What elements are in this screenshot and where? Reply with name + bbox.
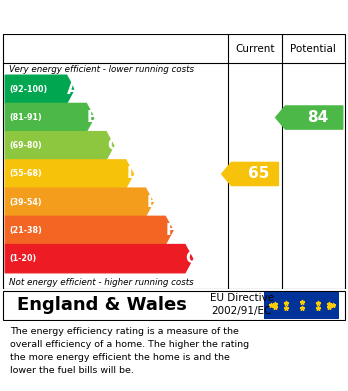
Text: Energy Efficiency Rating: Energy Efficiency Rating [60, 8, 288, 26]
Text: (69-80): (69-80) [9, 141, 42, 150]
Text: E: E [146, 195, 157, 210]
Text: Potential: Potential [290, 44, 336, 54]
Bar [264, 292, 339, 319]
Text: (55-68): (55-68) [9, 169, 42, 178]
Text: 65: 65 [248, 167, 269, 181]
Polygon shape [222, 162, 278, 186]
Text: EU Directive
2002/91/EC: EU Directive 2002/91/EC [210, 293, 274, 316]
Text: (1-20): (1-20) [9, 254, 37, 263]
Polygon shape [5, 216, 173, 244]
Text: A: A [67, 82, 79, 97]
Text: C: C [107, 138, 118, 153]
Polygon shape [5, 244, 193, 273]
Text: (81-91): (81-91) [9, 113, 42, 122]
Text: Very energy efficient - lower running costs: Very energy efficient - lower running co… [9, 65, 194, 74]
Text: England & Wales: England & Wales [17, 296, 187, 314]
Text: D: D [127, 167, 139, 181]
Text: B: B [87, 110, 99, 125]
Text: Not energy efficient - higher running costs: Not energy efficient - higher running co… [9, 278, 193, 287]
Text: The energy efficiency rating is a measure of the
overall efficiency of a home. T: The energy efficiency rating is a measur… [10, 327, 250, 375]
Polygon shape [5, 188, 153, 216]
Polygon shape [5, 104, 94, 132]
Text: F: F [166, 223, 176, 238]
Polygon shape [5, 75, 74, 104]
Polygon shape [5, 132, 114, 160]
Text: (39-54): (39-54) [9, 198, 42, 207]
Text: 84: 84 [307, 110, 328, 125]
Text: (21-38): (21-38) [9, 226, 42, 235]
Polygon shape [276, 106, 343, 129]
Text: G: G [186, 251, 198, 266]
Text: Current: Current [235, 44, 275, 54]
Text: (92-100): (92-100) [9, 85, 48, 94]
Polygon shape [5, 160, 134, 188]
